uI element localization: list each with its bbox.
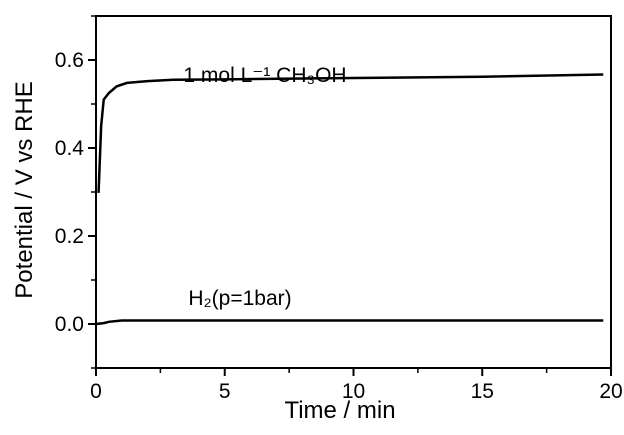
x-axis-label: Time / min (284, 397, 395, 424)
plot-frame (95, 15, 612, 369)
x-tick-label: 15 (471, 380, 494, 403)
x-tick-label: 10 (342, 380, 365, 403)
x-tick-label: 0 (90, 380, 102, 403)
y-axis-label: Potential / V vs RHE (11, 81, 38, 298)
y-tick-label: 0.4 (55, 137, 85, 160)
series-line (95, 319, 604, 326)
y-tick-label: 0.6 (55, 49, 84, 72)
y-tick-label: 0.2 (55, 225, 84, 248)
x-tick-label: 20 (599, 380, 622, 403)
x-tick-label: 5 (219, 380, 231, 403)
series-label: 1 mol L⁻¹ CH₃OH (183, 64, 346, 87)
y-tick-label: 0.0 (55, 313, 84, 336)
series-label: H₂(p=1bar) (188, 287, 291, 310)
series-line (97, 73, 604, 193)
